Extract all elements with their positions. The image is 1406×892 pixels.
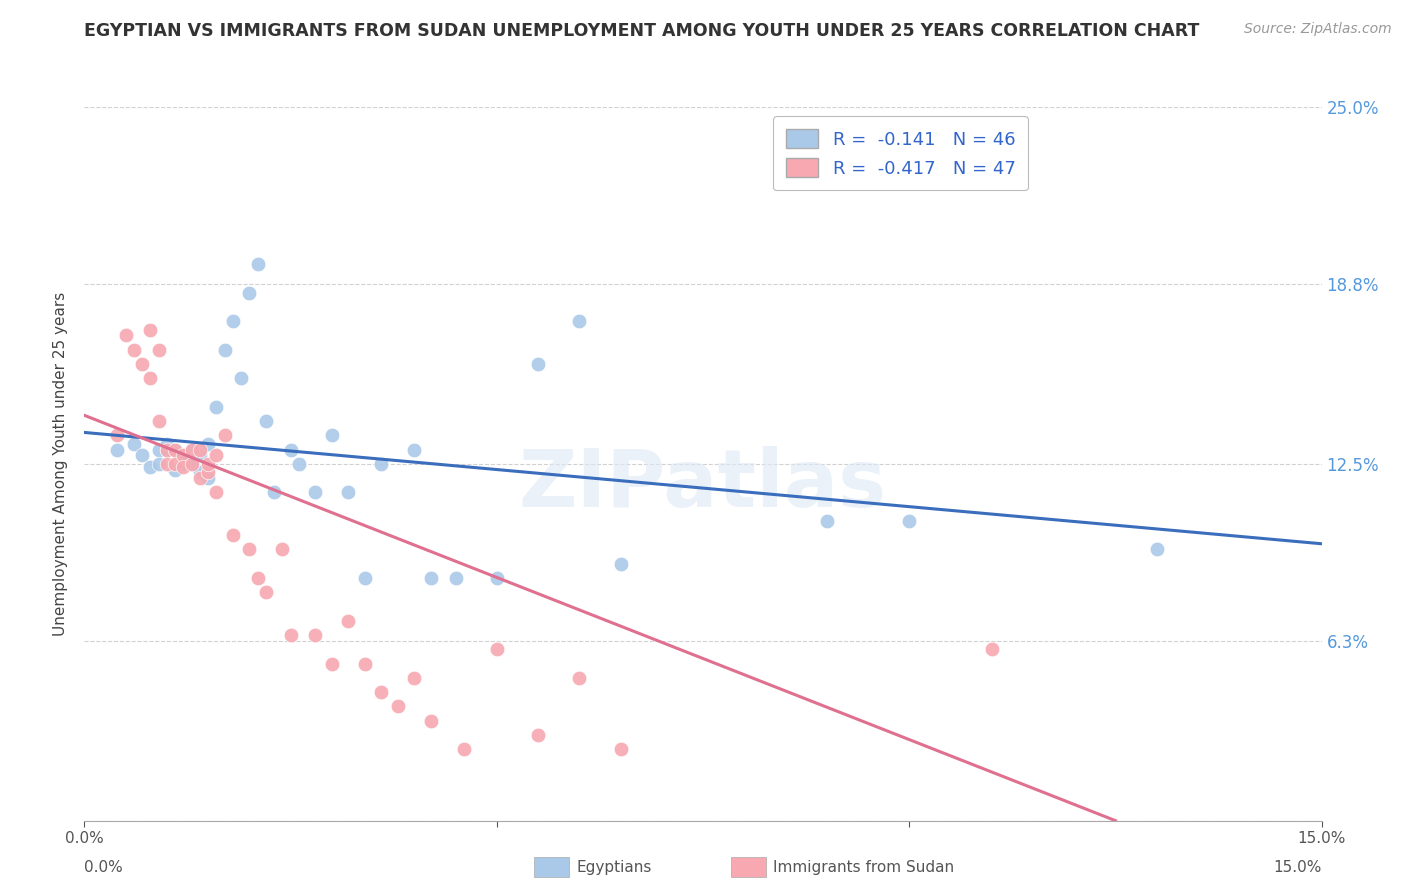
Point	[131, 448, 153, 462]
Point	[205, 448, 228, 462]
Point	[271, 542, 294, 557]
Point	[238, 285, 260, 300]
Point	[485, 571, 508, 585]
Point	[114, 328, 136, 343]
Point	[105, 442, 128, 457]
Point	[222, 528, 245, 542]
Point	[197, 471, 219, 485]
Point	[139, 459, 162, 474]
Point	[444, 571, 467, 585]
Point	[165, 442, 187, 457]
Point	[139, 371, 162, 385]
Text: 15.0%: 15.0%	[1274, 860, 1322, 875]
Text: Egyptians: Egyptians	[576, 861, 652, 875]
Point	[337, 614, 360, 628]
Point	[188, 466, 211, 480]
Point	[148, 414, 170, 428]
Point	[353, 657, 375, 671]
Point	[246, 257, 269, 271]
Point	[156, 437, 179, 451]
Point	[229, 371, 252, 385]
Point	[172, 448, 194, 462]
Point	[222, 314, 245, 328]
Point	[280, 628, 302, 642]
Text: Source: ZipAtlas.com: Source: ZipAtlas.com	[1244, 22, 1392, 37]
Text: EGYPTIAN VS IMMIGRANTS FROM SUDAN UNEMPLOYMENT AMONG YOUTH UNDER 25 YEARS CORREL: EGYPTIAN VS IMMIGRANTS FROM SUDAN UNEMPL…	[84, 22, 1199, 40]
Point	[815, 514, 838, 528]
Point	[205, 485, 228, 500]
Point	[280, 442, 302, 457]
Point	[197, 437, 219, 451]
Point	[370, 685, 392, 699]
Point	[527, 357, 550, 371]
Point	[527, 728, 550, 742]
Point	[288, 457, 311, 471]
Point	[165, 457, 187, 471]
Point	[370, 457, 392, 471]
Point	[263, 485, 285, 500]
Point	[148, 442, 170, 457]
Point	[197, 457, 219, 471]
Point	[419, 714, 441, 728]
Point	[165, 442, 187, 457]
Point	[304, 485, 326, 500]
Text: ZIPatlas: ZIPatlas	[519, 446, 887, 524]
Point	[205, 400, 228, 414]
Point	[214, 428, 236, 442]
Point	[188, 442, 211, 457]
Point	[485, 642, 508, 657]
Point	[321, 428, 343, 442]
Point	[304, 628, 326, 642]
Point	[214, 343, 236, 357]
Point	[188, 471, 211, 485]
Point	[321, 657, 343, 671]
Point	[172, 459, 194, 474]
Point	[609, 742, 631, 756]
Point	[197, 466, 219, 480]
Point	[246, 571, 269, 585]
Point	[139, 323, 162, 337]
Point	[122, 437, 145, 451]
Point	[404, 442, 426, 457]
Point	[568, 671, 591, 685]
Point	[148, 343, 170, 357]
Point	[156, 457, 179, 471]
Point	[337, 485, 360, 500]
Point	[254, 585, 277, 599]
Text: Immigrants from Sudan: Immigrants from Sudan	[773, 861, 955, 875]
Point	[131, 357, 153, 371]
Y-axis label: Unemployment Among Youth under 25 years: Unemployment Among Youth under 25 years	[53, 292, 69, 636]
Point	[156, 442, 179, 457]
Point	[1146, 542, 1168, 557]
Point	[180, 442, 202, 457]
Point	[609, 557, 631, 571]
Point	[122, 343, 145, 357]
Point	[238, 542, 260, 557]
Point	[156, 442, 179, 457]
Point	[404, 671, 426, 685]
Point	[105, 428, 128, 442]
Point	[180, 442, 202, 457]
Point	[353, 571, 375, 585]
Point	[898, 514, 921, 528]
Point	[419, 571, 441, 585]
Point	[453, 742, 475, 756]
Point	[148, 457, 170, 471]
Point	[188, 448, 211, 462]
Point	[172, 457, 194, 471]
Point	[165, 462, 187, 476]
Point	[172, 448, 194, 462]
Point	[980, 642, 1002, 657]
Point	[180, 457, 202, 471]
Text: 0.0%: 0.0%	[84, 860, 124, 875]
Point	[180, 457, 202, 471]
Point	[254, 414, 277, 428]
Legend: R =  -0.141   N = 46, R =  -0.417   N = 47: R = -0.141 N = 46, R = -0.417 N = 47	[773, 116, 1028, 190]
Point	[387, 699, 409, 714]
Point	[568, 314, 591, 328]
